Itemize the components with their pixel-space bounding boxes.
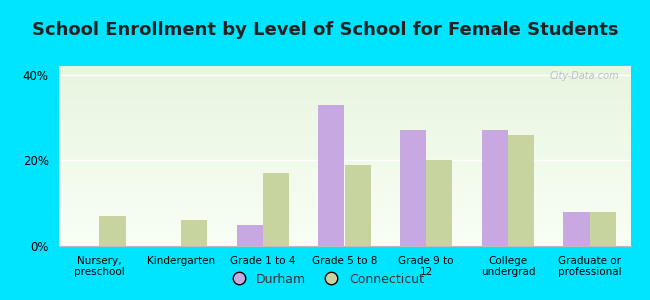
Text: City-Data.com: City-Data.com [549, 71, 619, 81]
Bar [344, 165, 370, 246]
Bar [263, 173, 289, 246]
Bar [482, 130, 508, 246]
Bar [237, 225, 263, 246]
Bar [564, 212, 590, 246]
Bar [590, 212, 616, 246]
Text: School Enrollment by Level of School for Female Students: School Enrollment by Level of School for… [32, 21, 618, 39]
Bar [426, 160, 452, 246]
Bar [318, 105, 344, 246]
Legend: Durham, Connecticut: Durham, Connecticut [221, 268, 429, 291]
Bar [181, 220, 207, 246]
Bar [400, 130, 426, 246]
Bar [99, 216, 125, 246]
Bar [508, 135, 534, 246]
